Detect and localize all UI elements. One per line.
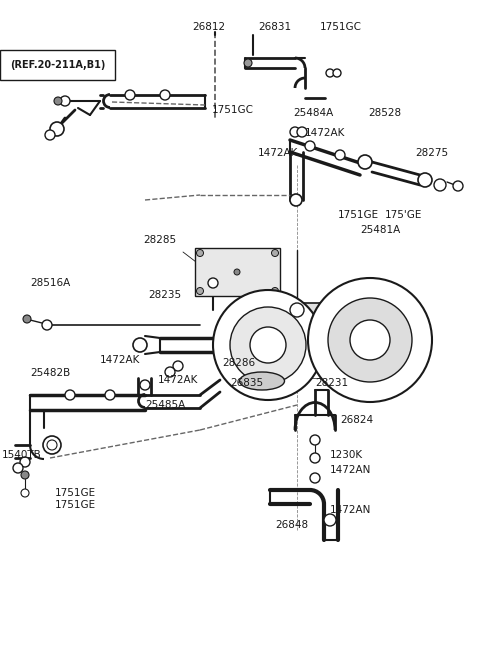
Text: 26824: 26824	[340, 415, 373, 425]
Text: 1540TB: 1540TB	[2, 450, 42, 460]
Text: 28516A: 28516A	[30, 278, 70, 288]
Circle shape	[165, 367, 175, 377]
Circle shape	[208, 278, 218, 288]
Text: 28275: 28275	[415, 148, 448, 158]
Text: 1472AN: 1472AN	[330, 505, 372, 515]
Circle shape	[42, 320, 52, 330]
Text: 26848: 26848	[275, 520, 308, 530]
Circle shape	[434, 179, 446, 191]
Text: (REF.20-211A,B1): (REF.20-211A,B1)	[10, 60, 106, 70]
Circle shape	[213, 290, 323, 400]
Circle shape	[105, 390, 115, 400]
Circle shape	[230, 307, 306, 383]
Text: 28528: 28528	[368, 108, 401, 118]
Ellipse shape	[240, 372, 285, 390]
Circle shape	[47, 440, 57, 450]
Circle shape	[290, 303, 304, 317]
Circle shape	[196, 288, 204, 294]
Text: 1472AN: 1472AN	[330, 465, 372, 475]
Text: 26835: 26835	[230, 378, 263, 388]
Text: 25484A: 25484A	[293, 108, 333, 118]
Circle shape	[244, 59, 252, 67]
Text: 1472AK: 1472AK	[305, 128, 346, 138]
Text: 25485A: 25485A	[145, 400, 185, 410]
Circle shape	[140, 380, 150, 390]
Circle shape	[333, 69, 341, 77]
Circle shape	[54, 97, 62, 105]
Circle shape	[196, 250, 204, 256]
Circle shape	[308, 278, 432, 402]
Text: 26831: 26831	[258, 22, 291, 32]
Text: 25481A: 25481A	[360, 225, 400, 235]
Circle shape	[13, 463, 23, 473]
Text: 1751GE: 1751GE	[338, 210, 379, 220]
Text: 25482B: 25482B	[30, 368, 70, 378]
Text: 1751GC: 1751GC	[320, 22, 362, 32]
Circle shape	[125, 90, 135, 100]
FancyBboxPatch shape	[273, 303, 367, 372]
Circle shape	[305, 141, 315, 151]
Circle shape	[358, 155, 372, 169]
Circle shape	[43, 436, 61, 454]
Text: 1751GE: 1751GE	[55, 488, 96, 498]
Circle shape	[290, 127, 300, 137]
Circle shape	[310, 453, 320, 463]
Circle shape	[328, 298, 412, 382]
Circle shape	[310, 435, 320, 445]
Circle shape	[234, 269, 240, 275]
Circle shape	[45, 130, 55, 140]
Circle shape	[418, 173, 432, 187]
Circle shape	[23, 315, 31, 323]
Circle shape	[290, 194, 302, 206]
Text: 26812: 26812	[192, 22, 225, 32]
Text: 28235: 28235	[148, 290, 181, 300]
Circle shape	[297, 127, 307, 137]
Text: 28231: 28231	[315, 378, 348, 388]
Bar	[195, 248, 280, 296]
Text: 1751GC: 1751GC	[212, 105, 254, 115]
Text: 1472AK: 1472AK	[158, 375, 198, 385]
Circle shape	[350, 320, 390, 360]
Circle shape	[272, 250, 278, 256]
Circle shape	[133, 338, 147, 352]
Circle shape	[324, 514, 336, 526]
Text: 1751GE: 1751GE	[55, 500, 96, 510]
Circle shape	[50, 122, 64, 136]
Text: 1230K: 1230K	[330, 450, 363, 460]
Text: 175'GE: 175'GE	[385, 210, 422, 220]
Circle shape	[21, 489, 29, 497]
Circle shape	[160, 90, 170, 100]
Circle shape	[173, 361, 183, 371]
Text: 28286: 28286	[222, 358, 255, 368]
Text: 1472AK: 1472AK	[258, 148, 299, 158]
Circle shape	[326, 69, 334, 77]
Text: 28285: 28285	[143, 235, 176, 245]
Circle shape	[272, 288, 278, 294]
Circle shape	[65, 390, 75, 400]
Circle shape	[250, 327, 286, 363]
Circle shape	[453, 181, 463, 191]
Circle shape	[60, 96, 70, 106]
Circle shape	[310, 473, 320, 483]
Circle shape	[21, 471, 29, 479]
Text: 1472AK: 1472AK	[100, 355, 140, 365]
Circle shape	[335, 150, 345, 160]
Circle shape	[20, 457, 30, 467]
Text: (REF.20-211A,B1): (REF.20-211A,B1)	[10, 60, 106, 70]
